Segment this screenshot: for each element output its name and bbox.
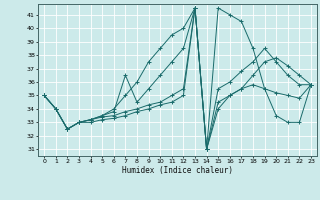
X-axis label: Humidex (Indice chaleur): Humidex (Indice chaleur) bbox=[122, 166, 233, 175]
